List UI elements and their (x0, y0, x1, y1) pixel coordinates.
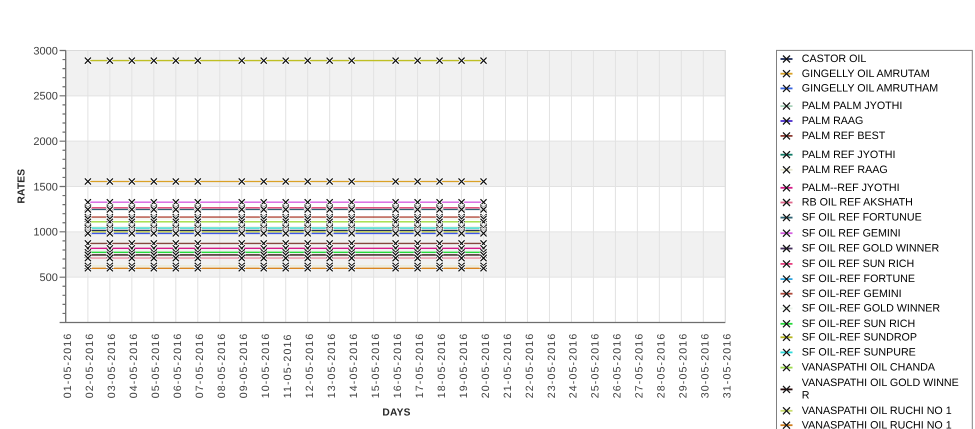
svg-text:03-05-2016: 03-05-2016 (106, 333, 118, 399)
svg-text:R: R (802, 390, 810, 402)
svg-text:11-05-2016: 11-05-2016 (282, 333, 294, 398)
svg-text:28-05-2016: 28-05-2016 (656, 333, 668, 399)
svg-text:02-05-2016: 02-05-2016 (84, 333, 96, 399)
svg-text:2500: 2500 (33, 91, 57, 103)
svg-text:08-05-2016: 08-05-2016 (216, 333, 228, 399)
svg-text:SF OIL REF FORTUNUE: SF OIL REF FORTUNUE (802, 212, 922, 224)
svg-text:SF OIL-REF GEMINI: SF OIL-REF GEMINI (802, 288, 902, 300)
svg-text:CASTOR OIL: CASTOR OIL (802, 53, 867, 65)
svg-text:3000: 3000 (33, 45, 57, 57)
svg-text:2000: 2000 (33, 136, 57, 148)
svg-text:SF OIL REF GOLD WINNER: SF OIL REF GOLD WINNER (802, 243, 940, 255)
svg-text:22-05-2016: 22-05-2016 (524, 333, 536, 399)
svg-text:25-05-2016: 25-05-2016 (590, 333, 602, 399)
svg-text:31-05-2016: 31-05-2016 (722, 333, 734, 399)
svg-text:PALM RAAG: PALM RAAG (802, 115, 864, 127)
svg-text:16-05-2016: 16-05-2016 (392, 333, 404, 399)
svg-text:SF OIL-REF SUN RICH: SF OIL-REF SUN RICH (802, 318, 915, 330)
svg-text:PALM--REF JYOTHI: PALM--REF JYOTHI (802, 182, 900, 194)
svg-text:24-05-2016: 24-05-2016 (568, 333, 580, 399)
svg-text:18-05-2016: 18-05-2016 (436, 333, 448, 399)
svg-text:13-05-2016: 13-05-2016 (326, 333, 338, 399)
svg-text:09-05-2016: 09-05-2016 (238, 333, 250, 399)
svg-text:GINGELLY OIL AMRUTAM: GINGELLY OIL AMRUTAM (802, 68, 930, 80)
svg-text:PALM REF RAAG: PALM REF RAAG (802, 164, 888, 176)
svg-text:26-05-2016: 26-05-2016 (612, 333, 624, 399)
svg-text:DAYS: DAYS (382, 408, 410, 419)
svg-text:01-05-2016: 01-05-2016 (62, 333, 74, 399)
svg-text:23-05-2016: 23-05-2016 (546, 333, 558, 399)
svg-text:VANASPATHI OIL GOLD WINNE: VANASPATHI OIL GOLD WINNE (802, 377, 959, 389)
svg-text:SF OIL-REF GOLD WINNER: SF OIL-REF GOLD WINNER (802, 303, 941, 315)
svg-text:VANASPATHI OIL RUCHI NO 1: VANASPATHI OIL RUCHI NO 1 (802, 419, 952, 429)
svg-text:04-05-2016: 04-05-2016 (128, 333, 140, 399)
svg-text:SF OIL-REF SUNDROP: SF OIL-REF SUNDROP (802, 331, 917, 343)
svg-text:RATES: RATES (17, 169, 28, 204)
svg-text:12-05-2016: 12-05-2016 (304, 333, 316, 399)
svg-text:SF OIL-REF FORTUNE: SF OIL-REF FORTUNE (802, 273, 915, 285)
svg-text:GINGELLY OIL AMRUTHAM: GINGELLY OIL AMRUTHAM (802, 83, 938, 95)
svg-text:SF OIL-REF SUNPURE: SF OIL-REF SUNPURE (802, 347, 916, 359)
svg-text:10-05-2016: 10-05-2016 (260, 333, 272, 399)
svg-text:27-05-2016: 27-05-2016 (634, 333, 646, 399)
svg-text:29-05-2016: 29-05-2016 (678, 333, 690, 399)
svg-text:05-05-2016: 05-05-2016 (150, 333, 162, 399)
svg-text:30-05-2016: 30-05-2016 (700, 333, 712, 399)
svg-text:SF OIL REF GEMINI: SF OIL REF GEMINI (802, 227, 901, 239)
svg-text:RB OIL REF AKSHATH: RB OIL REF AKSHATH (802, 197, 913, 209)
svg-text:19-05-2016: 19-05-2016 (458, 333, 470, 399)
svg-text:21-05-2016: 21-05-2016 (502, 333, 514, 399)
svg-text:14-05-2016: 14-05-2016 (348, 333, 360, 399)
svg-text:VANASPATHI OIL CHANDA: VANASPATHI OIL CHANDA (802, 362, 936, 374)
svg-text:06-05-2016: 06-05-2016 (172, 333, 184, 399)
svg-text:20-05-2016: 20-05-2016 (480, 333, 492, 399)
svg-text:PALM REF BEST: PALM REF BEST (802, 130, 886, 142)
svg-text:07-05-2016: 07-05-2016 (194, 333, 206, 399)
svg-text:17-05-2016: 17-05-2016 (414, 333, 426, 399)
svg-text:VANASPATHI OIL RUCHI NO 1: VANASPATHI OIL RUCHI NO 1 (802, 405, 952, 417)
svg-text:1000: 1000 (33, 227, 57, 239)
svg-text:500: 500 (40, 272, 58, 284)
svg-text:PALM REF JYOTHI: PALM REF JYOTHI (802, 149, 896, 161)
svg-text:15-05-2016: 15-05-2016 (370, 333, 382, 399)
svg-text:PALM PALM JYOTHI: PALM PALM JYOTHI (802, 100, 903, 112)
svg-text:1500: 1500 (33, 181, 57, 193)
svg-text:SF OIL REF SUN RICH: SF OIL REF SUN RICH (802, 258, 914, 270)
